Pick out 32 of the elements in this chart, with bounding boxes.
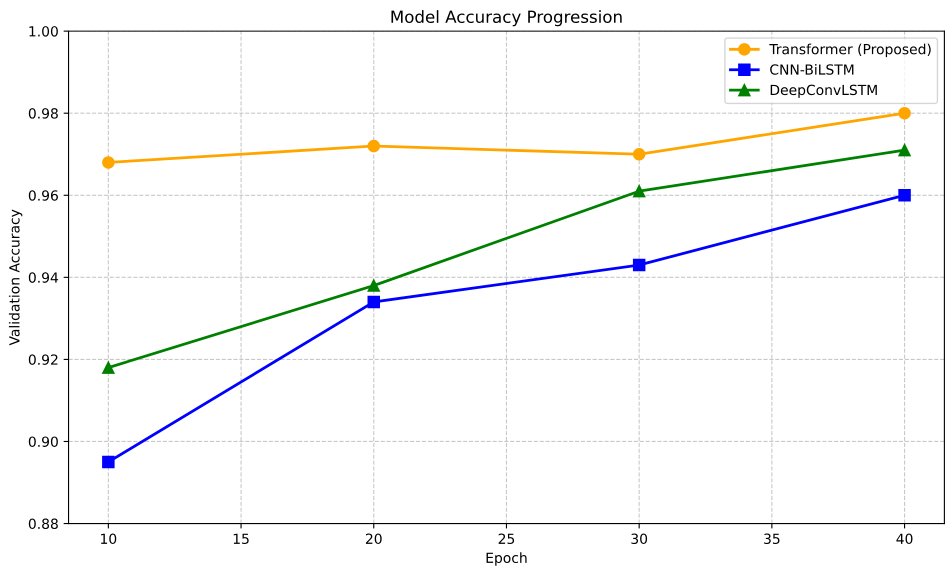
y-axis-title: Validation Accuracy — [8, 210, 22, 346]
point — [632, 258, 646, 272]
legend-label: CNN-BiLSTM — [770, 64, 854, 75]
legend-label: DeepConvLSTM — [770, 84, 877, 98]
x-tick-label: 40 — [896, 534, 912, 544]
y-tick-label: 0.94 — [28, 272, 58, 283]
point — [102, 156, 115, 169]
x-tick-label: 30 — [631, 534, 648, 544]
point — [368, 140, 380, 152]
y-tick-label: 0.96 — [28, 190, 58, 201]
x-tick-label: 10 — [101, 534, 116, 544]
point — [898, 106, 911, 120]
x-tick-label: 35 — [764, 534, 780, 544]
legend-label: Transformer (Proposed) — [769, 44, 931, 58]
y-tick-label: 0.98 — [28, 108, 58, 119]
point — [368, 296, 380, 308]
point — [368, 279, 380, 292]
x-tick-label: 20 — [366, 534, 382, 544]
point — [632, 184, 646, 198]
chart-title: Model Accuracy Progression — [391, 10, 622, 26]
point — [898, 189, 911, 202]
y-tick-label: 0.88 — [28, 518, 58, 530]
x-axis-title: Epoch — [486, 552, 527, 566]
point — [898, 144, 911, 156]
point — [102, 456, 115, 468]
y-tick-label: 1.00 — [29, 26, 58, 37]
y-tick-label: 0.92 — [28, 354, 58, 365]
point — [632, 148, 646, 160]
x-tick-label: 25 — [498, 534, 514, 544]
x-tick-label: 15 — [234, 534, 249, 544]
y-tick-label: 0.90 — [28, 436, 58, 447]
point — [102, 361, 115, 374]
